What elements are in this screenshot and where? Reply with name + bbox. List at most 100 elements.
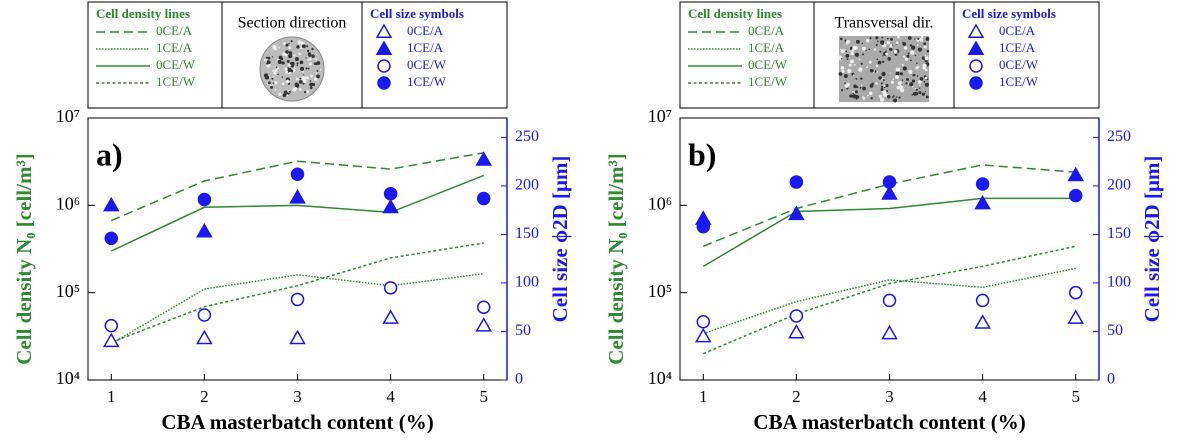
y-tick-label: 10⁷ (648, 106, 672, 126)
micrograph-pore (844, 49, 846, 51)
micrograph-pore (856, 86, 859, 89)
micrograph-pore (852, 92, 854, 95)
micrograph-pore (844, 84, 849, 88)
marker (694, 327, 712, 343)
micrograph-pore (309, 80, 312, 82)
micrograph-pore (305, 67, 308, 70)
micrograph-pore (294, 82, 299, 87)
micrograph-pore (314, 77, 318, 82)
micrograph-pore (877, 60, 882, 65)
micrograph-pore (879, 97, 885, 102)
micrograph-pore (302, 48, 305, 50)
micrograph-pore (914, 87, 917, 90)
y-tick-label: 10⁵ (56, 281, 80, 301)
micrograph-pore (849, 50, 851, 52)
micrograph-pore (916, 44, 919, 47)
micrograph-pore (855, 77, 858, 80)
micrograph-pore (923, 80, 926, 83)
panel-label: a) (96, 136, 123, 172)
marker (696, 219, 711, 234)
y2-tick-label: 250 (515, 128, 539, 145)
micrograph-pore (281, 82, 285, 86)
marker (881, 324, 898, 340)
micrograph-pore (895, 75, 900, 79)
micrograph-pore (288, 53, 293, 59)
micrograph-pore (871, 82, 874, 86)
micrograph-pore (921, 56, 926, 60)
micrograph-pore (890, 37, 894, 41)
legend-title: Cell size symbols (962, 6, 1056, 21)
micrograph-pore (906, 78, 909, 81)
micrograph-pore (296, 62, 299, 65)
x-tick-label: 2 (792, 387, 801, 406)
micrograph-pore (924, 56, 929, 61)
marker (102, 332, 120, 348)
x-tick-label: 5 (479, 387, 488, 406)
legend-label: 0CE/A (748, 23, 785, 38)
micrograph-pore (897, 35, 900, 39)
micrograph-pore (264, 59, 266, 62)
micrograph-pore (858, 67, 863, 72)
micrograph-pore (281, 61, 285, 65)
legend-title: Cell density lines (688, 6, 782, 21)
micrograph-pore (905, 82, 908, 85)
micrograph-pore (840, 89, 844, 92)
legend-label: 0CE/A (999, 23, 1036, 38)
legend-marker (375, 40, 393, 55)
y-axis-label: Cell density N₀ [cell/m³] (12, 153, 36, 364)
micrograph-pore (852, 94, 857, 99)
micrograph-pore (316, 61, 321, 65)
micrograph-pore (267, 56, 271, 60)
marker (476, 300, 491, 314)
micrograph-pore (310, 74, 313, 78)
micrograph-pore (840, 49, 845, 54)
legend-label: 1CE/A (407, 40, 444, 55)
micrograph-pore (895, 71, 900, 76)
y-tick-label: 10⁶ (56, 193, 80, 213)
legend-marker (377, 59, 391, 73)
micrograph-pore (892, 95, 895, 97)
marker (196, 223, 213, 238)
micrograph-pore (861, 42, 864, 45)
micrograph-pore (875, 36, 879, 40)
marker (197, 192, 212, 207)
marker (196, 329, 213, 345)
micrograph-pore (288, 90, 291, 93)
legend-label: 1CE/W (999, 74, 1039, 89)
micrograph-pore (887, 57, 891, 61)
marker (789, 309, 804, 323)
micrograph-pore (305, 76, 309, 80)
micrograph-pore (855, 39, 860, 44)
micrograph-pore (316, 69, 319, 72)
marker (1067, 309, 1085, 324)
micrograph-pore (274, 68, 278, 72)
y2-tick-label: 200 (1107, 177, 1131, 194)
micrograph-pore (293, 67, 296, 70)
micrograph-pore (841, 69, 845, 73)
micrograph-pore (264, 75, 270, 80)
legend-label: 1CE/W (156, 74, 196, 89)
micrograph-pore (840, 65, 845, 70)
density-line (110, 152, 484, 222)
micrograph-pore (846, 58, 849, 61)
legend-label: 0CE/W (156, 57, 196, 72)
legend-title: Cell density lines (96, 6, 190, 21)
micrograph-pore (277, 59, 282, 64)
marker (882, 293, 897, 308)
micrograph-pore (879, 50, 882, 53)
x-tick-label: 3 (293, 387, 302, 406)
micrograph-pore (282, 52, 286, 56)
micrograph-pore (909, 83, 911, 85)
micrograph-pore (304, 90, 307, 94)
micrograph-pore (880, 40, 885, 45)
micrograph-pore (911, 86, 914, 88)
micrograph-pore (865, 49, 867, 51)
micrograph-pore (924, 57, 927, 59)
y2-tick-label: 100 (1107, 274, 1131, 291)
micrograph-pore (891, 96, 894, 98)
micrograph-pore (289, 62, 293, 65)
micrograph-pore (880, 87, 884, 91)
micrograph-pore (313, 62, 316, 65)
micrograph-pore (315, 58, 318, 61)
micrograph-pore (868, 60, 872, 64)
